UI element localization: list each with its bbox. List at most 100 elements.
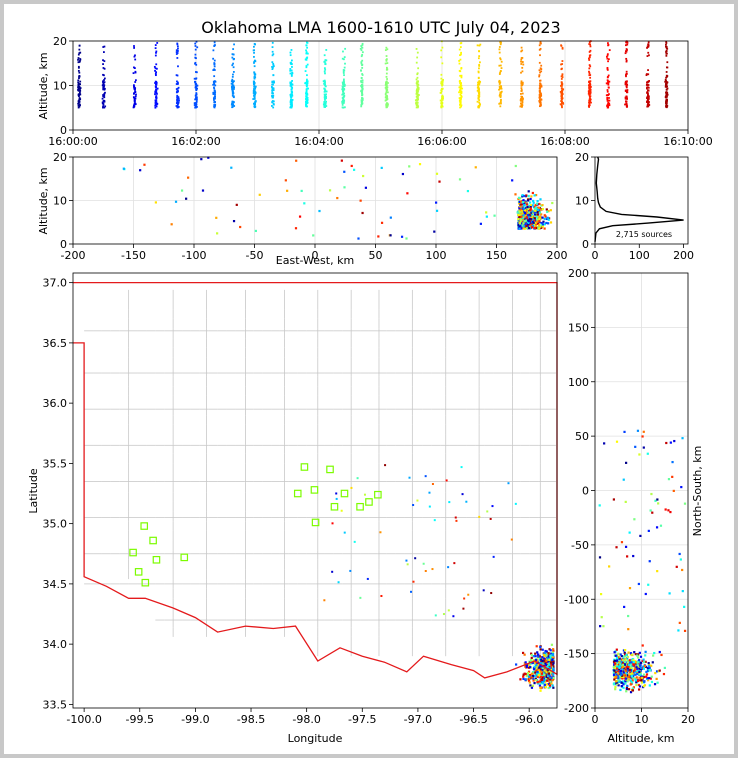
- ns-altitude-point: [647, 529, 650, 532]
- ew-altitude-point: [520, 209, 523, 213]
- plan-view-point: [545, 675, 548, 678]
- time-altitude-point: [77, 57, 80, 59]
- time-altitude-point: [417, 83, 420, 86]
- plan-view-point: [540, 658, 543, 661]
- ns-altitude-point: [628, 668, 631, 671]
- time-altitude-point: [230, 80, 233, 83]
- plan-view-point: [412, 504, 415, 507]
- ns-altitude-point: [619, 663, 622, 666]
- time-altitude-point: [102, 81, 105, 84]
- time-altitude-point: [341, 57, 344, 60]
- time-altitude-point: [500, 67, 503, 70]
- ew-altitude-point: [523, 211, 527, 215]
- time-altitude-point: [176, 105, 179, 108]
- time-altitude-point: [646, 81, 648, 84]
- time-altitude-point: [305, 89, 308, 92]
- ns-altitude-ytick-label: -50: [571, 539, 589, 552]
- time-altitude-point: [665, 88, 668, 91]
- time-altitude-point: [324, 62, 327, 65]
- time-altitude-point: [272, 89, 275, 92]
- time-altitude-point: [254, 100, 257, 103]
- source-count-annotation: 2,715 sources: [616, 230, 672, 239]
- time-altitude-point: [231, 80, 234, 83]
- time-altitude-point: [79, 80, 82, 83]
- plan-view-point: [546, 670, 550, 673]
- time-altitude-point: [588, 102, 591, 105]
- ew-altitude-point: [535, 218, 539, 221]
- ns-altitude-point: [643, 661, 646, 664]
- plan-view-point: [547, 686, 550, 690]
- time-altitude-point: [441, 101, 444, 104]
- ns-altitude-ytick-label: 100: [568, 376, 589, 389]
- time-altitude-point: [291, 71, 294, 74]
- time-altitude-point: [290, 96, 293, 99]
- plan-view-point: [545, 650, 548, 653]
- time-altitude-point: [665, 47, 668, 49]
- time-altitude-point: [133, 98, 136, 101]
- ns-altitude-point: [627, 614, 630, 618]
- ew-altitude-ytick-label: 10: [53, 195, 67, 208]
- ns-altitude-point: [619, 672, 623, 675]
- time-altitude-point: [384, 49, 387, 52]
- ns-altitude-point: [618, 678, 621, 681]
- time-altitude-point: [324, 106, 326, 108]
- time-altitude-point: [666, 104, 669, 107]
- time-altitude-point: [343, 85, 345, 88]
- ew-altitude-point: [215, 216, 218, 219]
- ew-altitude-point: [521, 222, 524, 225]
- ns-altitude-point: [616, 667, 619, 670]
- ns-altitude-point: [617, 677, 620, 680]
- plan-view-ytick-label: 34.0: [43, 638, 68, 651]
- time-altitude-point: [607, 58, 610, 61]
- time-altitude-point: [606, 96, 609, 99]
- ew-altitude-point: [532, 221, 536, 224]
- time-altitude-point: [195, 40, 198, 43]
- time-altitude-xtick-label: 16:06:00: [417, 135, 466, 148]
- time-altitude-point: [175, 105, 178, 107]
- ns-altitude-point: [642, 665, 645, 668]
- time-altitude-point: [606, 105, 608, 107]
- time-altitude-point: [102, 105, 104, 108]
- time-altitude-point: [155, 63, 158, 66]
- plan-view-point: [549, 661, 553, 664]
- time-altitude-point: [647, 86, 650, 89]
- time-altitude-point: [589, 101, 591, 104]
- time-altitude-point: [441, 88, 443, 91]
- plan-view-point: [489, 517, 492, 520]
- time-altitude-point: [231, 81, 234, 84]
- ns-altitude-point: [648, 663, 651, 666]
- ew-altitude-point: [207, 156, 210, 159]
- ew-altitude-point: [539, 225, 542, 228]
- time-altitude-point: [360, 90, 363, 93]
- ns-altitude-point: [623, 665, 626, 668]
- time-altitude-point: [231, 53, 234, 56]
- ns-altitude-point: [657, 502, 660, 505]
- ns-altitude-xtick-label: 0: [592, 713, 599, 726]
- plan-view-point: [490, 592, 493, 595]
- plan-view-point: [410, 590, 413, 593]
- time-altitude-xtick-label: 16:10:00: [663, 135, 712, 148]
- time-altitude-point: [588, 90, 590, 93]
- plan-view-point: [527, 675, 531, 678]
- time-altitude-point: [416, 73, 419, 76]
- plan-view-point: [542, 680, 546, 683]
- time-altitude-point: [625, 41, 628, 44]
- time-altitude-point: [133, 45, 135, 47]
- plan-view-point: [532, 655, 535, 658]
- time-altitude-point: [625, 103, 628, 106]
- plan-view-point: [547, 676, 550, 679]
- plan-view-xtick-label: -96.0: [515, 713, 543, 726]
- plan-view-point: [535, 669, 538, 672]
- time-altitude-point: [589, 49, 592, 52]
- time-altitude-point: [271, 83, 274, 86]
- time-altitude-point: [323, 70, 326, 73]
- plan-view-point: [530, 686, 534, 689]
- ew-altitude-point: [526, 226, 529, 230]
- time-altitude-point: [478, 81, 480, 83]
- plan-view-point: [541, 656, 544, 659]
- ns-altitude-point: [618, 657, 621, 660]
- time-altitude-point: [102, 87, 105, 89]
- ew-altitude-point: [521, 201, 525, 204]
- ns-altitude-point: [624, 658, 627, 661]
- ns-altitude-point: [625, 690, 628, 693]
